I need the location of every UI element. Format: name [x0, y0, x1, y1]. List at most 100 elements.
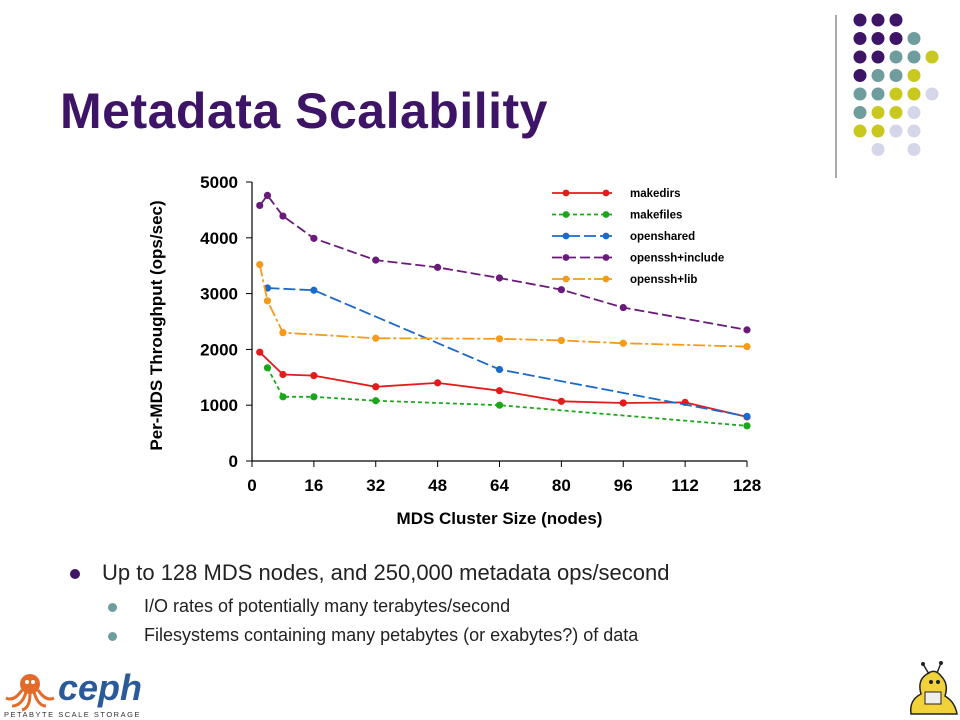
decor-dot — [889, 32, 903, 45]
legend-marker — [562, 254, 570, 261]
data-point — [434, 263, 442, 271]
decor-dot — [925, 50, 939, 64]
decor-dot — [853, 124, 867, 138]
y-tick-label: 3000 — [200, 285, 238, 304]
data-point — [263, 297, 272, 305]
x-tick-label: 96 — [614, 476, 633, 495]
decor-dot — [907, 69, 921, 82]
data-point — [372, 256, 380, 264]
decor-dot — [889, 69, 903, 82]
series-makedirs — [256, 348, 751, 421]
throughput-chart: 0 1000 2000 3000 4000 5000 0 16 32 48 64 80 96 112 128… — [147, 173, 761, 528]
data-point — [279, 212, 287, 220]
legend-label: openssh+lib — [630, 274, 697, 286]
bullet-main: Up to 128 MDS nodes, and 250,000 metadat… — [70, 560, 930, 586]
x-tick-label: 64 — [490, 476, 509, 495]
data-point — [263, 364, 272, 372]
data-point — [372, 334, 380, 342]
series-openssh+lib — [256, 260, 751, 351]
legend-marker — [602, 275, 610, 283]
series-line — [259, 193, 748, 331]
data-point — [310, 286, 318, 294]
data-point — [557, 286, 565, 294]
decor-dot — [871, 106, 885, 119]
decor-dot — [871, 124, 885, 138]
decor-dot — [853, 13, 867, 27]
decor-dot — [907, 106, 921, 119]
legend-item: openshared — [552, 231, 695, 243]
data-point — [310, 372, 318, 380]
y-axis-label: Per-MDS Throughput (ops/sec) — [147, 200, 166, 450]
bullet-sub-io: I/O rates of potentially many terabytes/… — [108, 596, 930, 617]
data-point — [372, 383, 380, 391]
x-tick-label: 80 — [552, 476, 571, 495]
data-point — [263, 191, 272, 199]
legend-label: makedirs — [630, 188, 681, 200]
data-point — [557, 336, 565, 345]
data-point — [557, 397, 565, 405]
y-tick-label: 0 — [229, 452, 238, 471]
decor-dot — [889, 50, 903, 64]
legend-item: makedirs — [552, 188, 681, 200]
legend-marker — [562, 189, 570, 197]
data-point — [279, 370, 287, 379]
data-point — [619, 339, 627, 347]
data-point — [495, 274, 504, 282]
data-point — [310, 234, 318, 242]
decor-dot — [907, 32, 921, 45]
decorative-dot-grid — [835, 13, 939, 178]
decor-dot — [907, 143, 921, 156]
decor-dot — [853, 50, 867, 64]
y-tick-label: 2000 — [200, 340, 238, 359]
data-point — [619, 303, 627, 312]
x-tick-label: 128 — [733, 476, 761, 495]
data-point — [279, 329, 287, 337]
data-point — [743, 343, 751, 351]
data-point — [310, 393, 318, 401]
data-point — [619, 399, 627, 407]
data-point — [256, 348, 264, 356]
decor-dot — [871, 87, 885, 101]
series-makefiles — [263, 364, 751, 430]
decor-dot — [871, 32, 885, 45]
legend-marker — [562, 275, 570, 283]
legend-item: openssh+lib — [552, 274, 697, 286]
data-point — [279, 393, 287, 401]
legend-item: makefiles — [552, 210, 682, 222]
data-point — [743, 326, 751, 334]
x-tick-label: 0 — [247, 476, 256, 495]
data-point — [434, 379, 442, 387]
decor-dot — [853, 32, 867, 45]
series-line — [258, 264, 748, 348]
series-line — [266, 367, 748, 427]
slug-mascot-icon — [909, 661, 958, 715]
legend-marker — [602, 189, 610, 197]
y-tick-label: 5000 — [200, 173, 238, 192]
legend-marker — [602, 232, 610, 240]
decor-dot — [889, 87, 903, 101]
decor-dot — [889, 13, 903, 27]
legend-marker — [602, 211, 610, 218]
ceph-logo: ceph PETABYTE SCALE STORAGE — [4, 667, 142, 719]
decor-dot — [889, 124, 903, 138]
decor-dot — [871, 69, 885, 82]
data-point — [495, 365, 504, 374]
logo-wordmark: ceph — [58, 667, 142, 708]
data-point — [743, 412, 751, 420]
legend-label: makefiles — [630, 210, 682, 222]
legend-item: openssh+include — [552, 253, 724, 265]
octopus-icon — [5, 674, 55, 712]
legend-label: openssh+include — [630, 253, 724, 265]
decor-dot — [871, 13, 885, 27]
x-tick-label: 48 — [428, 476, 447, 495]
series-line — [267, 287, 748, 418]
decor-dot — [871, 50, 885, 64]
decor-dot — [871, 143, 885, 156]
decor-dot — [853, 87, 867, 101]
y-tick-label: 1000 — [200, 396, 238, 415]
y-tick-label: 4000 — [200, 229, 238, 248]
decor-dot — [853, 106, 867, 119]
series-line — [259, 351, 748, 418]
slide-title: Metadata Scalability — [60, 83, 548, 139]
series-openssh+include — [256, 191, 751, 334]
